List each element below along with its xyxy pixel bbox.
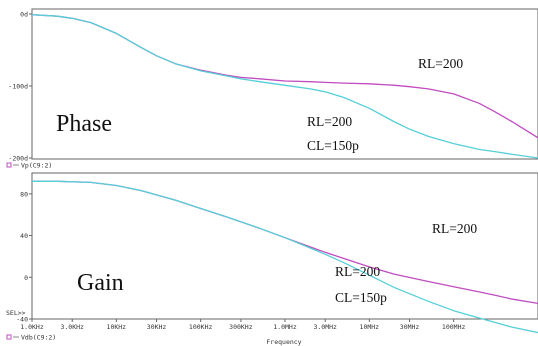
gain-annotation-rl-lower: RL=200	[335, 264, 380, 279]
x-tick-label: 100MHz	[442, 323, 466, 331]
phase-series-line-2	[31, 14, 538, 159]
gain-y-tick-label: 40	[20, 232, 28, 240]
x-tick-label: 30MHz	[400, 323, 420, 331]
phase-y-tick-label: -200d	[8, 155, 28, 163]
x-tick-label: 10KHz	[107, 323, 127, 331]
phase-y-ticks: 0d -100d -200d	[8, 11, 32, 163]
phase-panel-label: Phase	[56, 111, 112, 137]
x-axis-label: Frequency	[266, 338, 301, 346]
gain-annotation-rl-upper: RL=200	[432, 221, 477, 236]
x-tick-label: 300KHz	[229, 323, 253, 331]
gain-y-tick-label: -40	[16, 316, 28, 324]
gain-legend-marker	[6, 334, 12, 340]
gain-panel: 80 40 0 -40 1.0KHz 3.0KHz 10KHz 30KHz 100KHz 300…	[6, 172, 538, 346]
gain-legend-label: Vdb(C9:2)	[21, 334, 56, 342]
x-tick-label: 100KHz	[189, 323, 213, 331]
gain-y-ticks: 80 40 0 -40	[16, 190, 32, 324]
gain-y-tick-label: 80	[20, 190, 28, 198]
x-tick-label: 1.0KHz	[20, 323, 44, 331]
gain-x-ticks: 1.0KHz 3.0KHz 10KHz 30KHz 100KHz 300KHz 1.0MHz…	[20, 319, 465, 331]
gain-plot-frame	[31, 172, 538, 320]
x-tick-label: 30KHz	[147, 323, 167, 331]
phase-panel: 0d -100d -200d Phase RL=200 RL=200 CL=150p…	[6, 8, 538, 170]
phase-annotation-rl-upper: RL=200	[418, 56, 463, 71]
gain-legend: Vdb(C9:2)	[6, 334, 56, 342]
phase-y-tick-label: 0d	[20, 11, 28, 19]
gain-annotation-cl: CL=150p	[335, 290, 387, 305]
phase-annotation-cl: CL=150p	[307, 138, 359, 153]
phase-legend: Vp(C9:2)	[6, 162, 52, 170]
phase-plot-frame	[31, 8, 538, 160]
x-tick-label: 3.0MHz	[313, 323, 337, 331]
x-tick-label: 3.0KHz	[60, 323, 84, 331]
phase-legend-label: Vp(C9:2)	[21, 162, 52, 170]
phase-y-tick-label: -100d	[8, 83, 28, 91]
phase-annotation-rl-lower: RL=200	[307, 114, 352, 129]
gain-series-line-2	[32, 180, 538, 334]
phase-series	[31, 14, 538, 159]
gain-panel-label: Gain	[77, 270, 124, 296]
gain-series	[32, 180, 538, 334]
x-tick-label: 1.0MHz	[273, 323, 297, 331]
x-tick-label: 10MHz	[360, 323, 380, 331]
gain-y-tick-label: 0	[24, 274, 28, 282]
sel-prompt: SEL>>	[6, 309, 26, 317]
phase-legend-marker	[6, 162, 12, 168]
